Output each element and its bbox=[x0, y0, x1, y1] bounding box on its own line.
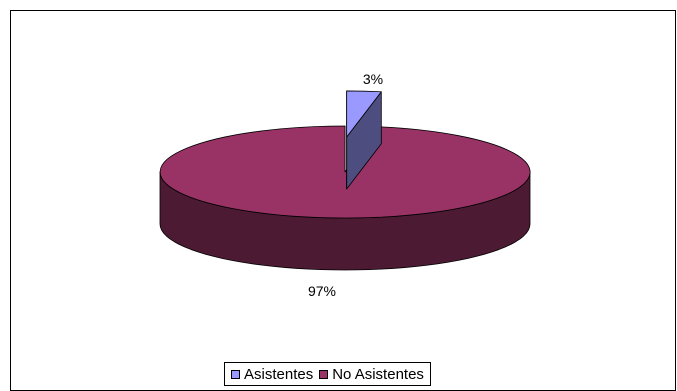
legend-swatch-asistentes bbox=[231, 369, 240, 379]
legend-item-asistentes: Asistentes bbox=[231, 366, 313, 383]
pie-slice-asistentes bbox=[346, 90, 382, 190]
legend-label-asistentes: Asistentes bbox=[244, 365, 314, 383]
pie-slice-top-asistentes bbox=[346, 90, 382, 138]
pie-slice-no-asistentes bbox=[159, 125, 531, 271]
pie-slices bbox=[159, 90, 531, 271]
pie-slice-top-no-asistentes bbox=[159, 125, 531, 219]
pie-data-labels: 3% 97% bbox=[308, 71, 383, 299]
chart-legend: Asistentes No Asistentes bbox=[224, 362, 431, 386]
data-label-no-asistentes: 97% bbox=[308, 283, 336, 299]
legend-swatch-no-asistentes bbox=[319, 369, 329, 379]
legend-item-no-asistentes: No Asistentes bbox=[319, 366, 424, 383]
data-label-asistentes: 3% bbox=[363, 71, 383, 87]
legend-label-no-asistentes: No Asistentes bbox=[332, 365, 424, 383]
